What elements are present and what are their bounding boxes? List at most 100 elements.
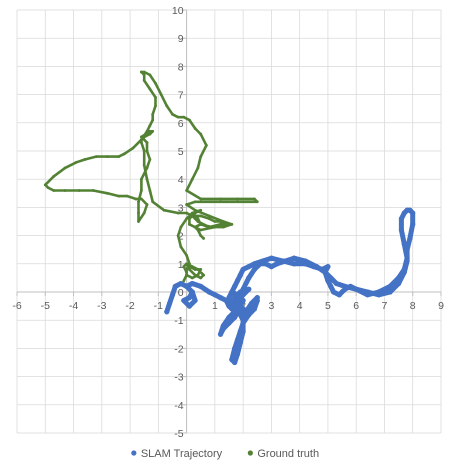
data-point bbox=[196, 228, 200, 232]
data-point bbox=[74, 160, 78, 164]
data-point bbox=[148, 73, 152, 77]
y-tick-label: 4 bbox=[178, 174, 184, 186]
data-point bbox=[207, 217, 211, 221]
data-point bbox=[193, 200, 197, 204]
x-tick-label: -4 bbox=[69, 300, 78, 312]
data-point bbox=[139, 138, 143, 142]
data-point bbox=[398, 216, 405, 222]
y-tick-label: -5 bbox=[174, 428, 183, 440]
data-point bbox=[148, 189, 152, 192]
data-point bbox=[182, 115, 186, 119]
data-point bbox=[196, 220, 200, 223]
data-point bbox=[353, 286, 359, 292]
y-tick-label: 7 bbox=[178, 90, 184, 102]
data-point bbox=[185, 270, 189, 274]
data-point bbox=[199, 228, 203, 232]
data-point bbox=[280, 258, 286, 264]
data-point bbox=[237, 272, 243, 278]
data-point bbox=[240, 266, 246, 273]
data-point bbox=[404, 258, 410, 264]
data-point bbox=[232, 314, 238, 320]
data-point bbox=[145, 177, 149, 181]
x-tick-label: 9 bbox=[438, 300, 444, 312]
y-tick-label: 5 bbox=[178, 146, 184, 158]
data-point bbox=[325, 264, 331, 270]
data-point bbox=[188, 262, 191, 266]
data-point bbox=[181, 297, 187, 304]
tick-labels: -6 -5 -4 -3 -2 -1 1 2 3 4 5 6 7 8 9-5-4-3-2-1012345678… bbox=[12, 5, 444, 440]
data-point bbox=[139, 135, 143, 139]
data-point bbox=[179, 225, 183, 229]
data-point bbox=[148, 87, 152, 91]
data-point bbox=[46, 186, 50, 190]
data-point bbox=[188, 222, 191, 226]
data-point bbox=[123, 152, 126, 156]
data-point bbox=[192, 297, 198, 304]
data-point bbox=[148, 158, 152, 161]
data-point bbox=[125, 194, 129, 198]
data-point bbox=[185, 189, 189, 192]
data-point bbox=[182, 265, 186, 269]
data-point bbox=[291, 261, 297, 267]
data-point bbox=[176, 234, 180, 238]
data-point bbox=[172, 283, 178, 289]
data-point bbox=[199, 208, 203, 212]
data-point bbox=[193, 273, 197, 277]
data-point bbox=[148, 129, 152, 133]
data-point bbox=[52, 189, 56, 192]
data-point bbox=[206, 289, 212, 295]
data-point bbox=[213, 220, 217, 223]
x-tick-label: -1 bbox=[154, 300, 163, 312]
data-point bbox=[328, 283, 334, 289]
data-point bbox=[407, 235, 413, 242]
gridlines bbox=[16, 9, 442, 434]
data-point bbox=[139, 70, 143, 74]
data-point bbox=[167, 300, 173, 306]
data-point bbox=[190, 177, 194, 181]
data-point bbox=[142, 211, 146, 215]
y-tick-label: 6 bbox=[178, 118, 184, 130]
data-point bbox=[190, 276, 194, 280]
data-point bbox=[188, 217, 191, 221]
data-point bbox=[189, 280, 195, 287]
data-point bbox=[328, 275, 334, 281]
y-tick-label: -4 bbox=[174, 400, 183, 412]
data-point bbox=[142, 70, 146, 74]
data-point bbox=[396, 275, 402, 281]
data-point bbox=[199, 234, 203, 238]
data-point bbox=[139, 189, 143, 192]
data-point bbox=[253, 197, 256, 201]
data-point bbox=[185, 253, 189, 257]
series bbox=[43, 70, 416, 366]
data-point bbox=[221, 220, 225, 223]
data-point bbox=[229, 289, 235, 295]
data-point bbox=[342, 283, 348, 289]
data-point bbox=[63, 166, 67, 170]
data-point bbox=[254, 297, 260, 304]
data-point bbox=[77, 189, 81, 192]
x-tick-label: 3 bbox=[268, 300, 274, 312]
data-point bbox=[311, 264, 317, 270]
y-tick-label: -3 bbox=[174, 372, 183, 384]
data-point bbox=[148, 132, 152, 136]
data-point bbox=[186, 303, 193, 309]
data-point bbox=[226, 295, 232, 301]
data-point bbox=[142, 163, 146, 167]
data-point bbox=[227, 222, 231, 226]
x-tick-label: -3 bbox=[97, 300, 106, 312]
data-point bbox=[217, 295, 224, 301]
data-point bbox=[193, 225, 197, 229]
data-point bbox=[184, 283, 190, 289]
data-point bbox=[234, 351, 241, 357]
x-tick-label: 5 bbox=[325, 300, 331, 312]
data-point bbox=[241, 200, 245, 204]
legend-label: Ground truth bbox=[257, 448, 319, 460]
data-point bbox=[212, 292, 218, 298]
data-point bbox=[226, 314, 232, 320]
data-point bbox=[230, 222, 234, 226]
data-point bbox=[185, 203, 189, 206]
data-point bbox=[232, 283, 238, 289]
y-tick-label: 3 bbox=[178, 202, 184, 214]
data-point bbox=[193, 208, 197, 212]
